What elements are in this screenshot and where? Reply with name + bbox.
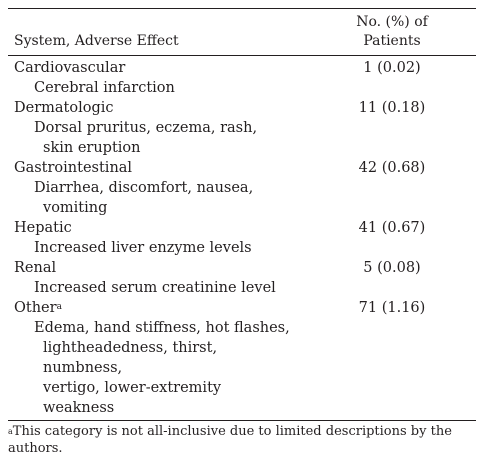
table-row: Renal 5 (0.08) Increased serum creatinin… [8,258,476,298]
system-name: Gastrointestinal [14,160,133,176]
adverse-effects: Diarrhea, discomfort, nausea, vomiting [8,178,294,218]
effect-line: lightheadedness, thirst, numbness, [43,340,218,376]
adverse-effects: Edema, hand stiffness, hot flashes, ligh… [8,318,294,418]
system-name: Hepatic [14,220,72,236]
table-row: Dermatologic 11 (0.18) Dorsal pruritus, … [8,98,476,158]
footnote-line2: authors. [8,441,63,456]
effect-line: Cerebral infarction [34,80,175,96]
effect-line: Increased serum creatinine level [34,280,276,296]
system-name: Othera [8,298,476,318]
patient-count: 1 (0.02) [363,60,421,76]
effect-line: vomiting [43,200,108,216]
effect-line: skin eruption [43,140,141,156]
header-patients-line2: Patients [363,33,421,49]
system-name-text: Other [14,300,57,316]
footnote-marker: a [56,302,62,312]
footnote-marker: a [8,427,13,436]
effect-line: Edema, hand stiffness, hot flashes, [34,320,290,336]
system-name: Dermatologic [14,100,114,116]
system-name: Cardiovascular [14,60,126,76]
table-row: Othera 71 (1.16) Edema, hand stiffness, … [8,298,476,418]
adverse-effects: Dorsal pruritus, eczema, rash, skin erup… [8,118,294,158]
adverse-effects: Increased liver enzyme levels [8,238,294,258]
patient-count: 42 (0.68) [358,160,426,176]
table-header-rule [8,55,476,56]
patient-count: 71 (1.16) [358,300,426,316]
patient-count: 5 (0.08) [363,260,421,276]
footnote-line1: aThis category is not all-inclusive due … [8,423,476,440]
adverse-effects: Cerebral infarction [8,78,294,98]
table-footnote: aThis category is not all-inclusive due … [8,423,476,457]
adverse-effects-table: System, Adverse Effect No. (%) of Patien… [8,8,476,457]
table-row: Gastrointestinal 42 (0.68) Diarrhea, dis… [8,158,476,218]
effect-line: Dorsal pruritus, eczema, rash, [34,120,258,136]
table-bottom-rule [8,420,476,421]
effect-line: Increased liver enzyme levels [34,240,252,256]
effect-line: vertigo, lower-extremity weakness [43,380,222,416]
header-patients-line1: No. (%) of [356,14,428,30]
adverse-effects: Increased serum creatinine level [8,278,294,298]
system-name: Renal [14,260,57,276]
effect-line: Diarrhea, discomfort, nausea, [34,180,254,196]
header-system-adverse-effect: System, Adverse Effect [14,33,179,49]
table-header: System, Adverse Effect No. (%) of Patien… [8,9,476,55]
table-body: Cardiovascular 1 (0.02) Cerebral infarct… [8,56,476,420]
table-row: Hepatic 41 (0.67) Increased liver enzyme… [8,218,476,258]
header-patients: No. (%) of Patients [320,13,464,51]
footnote-text: This category is not all-inclusive due t… [12,424,452,439]
table-row: Cardiovascular 1 (0.02) Cerebral infarct… [8,58,476,98]
patient-count: 11 (0.18) [358,100,426,116]
patient-count: 41 (0.67) [358,220,426,236]
table-top-rule [8,8,476,9]
